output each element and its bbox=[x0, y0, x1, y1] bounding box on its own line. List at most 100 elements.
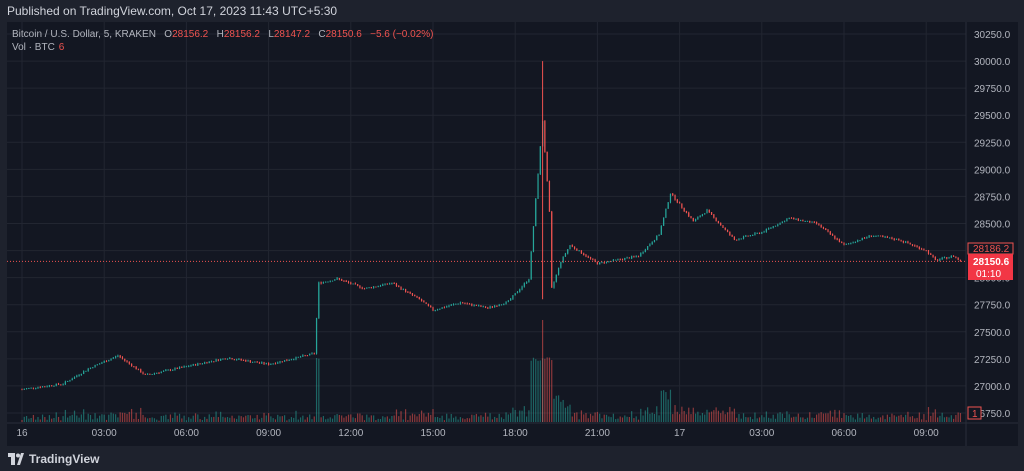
candle-body bbox=[959, 259, 962, 262]
volume-bar bbox=[290, 417, 293, 422]
candle-body bbox=[651, 242, 653, 245]
volume-bar bbox=[793, 416, 795, 422]
volume-legend-row[interactable]: Vol · BTC 6 bbox=[12, 41, 433, 54]
volume-bar bbox=[124, 412, 126, 422]
volume-bar bbox=[784, 418, 786, 422]
candle-body bbox=[398, 286, 400, 288]
price-tick-label: 28500.0 bbox=[974, 220, 1011, 231]
candle-body bbox=[443, 307, 446, 309]
volume-bar bbox=[240, 416, 242, 422]
volume-bar bbox=[715, 407, 717, 422]
candle-body bbox=[341, 279, 343, 281]
volume-bar bbox=[475, 413, 477, 422]
volume-bar bbox=[35, 419, 37, 422]
volume-bar bbox=[831, 416, 834, 422]
footer: TradingView bbox=[0, 446, 1024, 471]
time-axis[interactable]: 16 03:00 06:00 09:00 12:00 15:00 18:00 21:00 17 0… bbox=[16, 428, 939, 439]
volume-bar bbox=[825, 413, 827, 422]
candle-body bbox=[834, 235, 836, 239]
chart-frame[interactable] bbox=[7, 22, 1018, 446]
volume-bar bbox=[914, 418, 916, 422]
candle-body bbox=[480, 305, 482, 307]
volume-bar bbox=[135, 412, 137, 422]
tradingview-logo[interactable]: TradingView bbox=[8, 451, 99, 467]
volume-bar bbox=[21, 419, 23, 422]
volume-bar bbox=[199, 419, 201, 422]
volume-bar bbox=[176, 415, 178, 422]
candle-body bbox=[740, 238, 742, 240]
volume-bar bbox=[489, 413, 491, 422]
candle-body bbox=[553, 281, 555, 288]
candle-body bbox=[466, 303, 468, 305]
candle-body bbox=[633, 256, 635, 258]
volume-bar bbox=[804, 419, 806, 422]
volume-bar bbox=[925, 420, 927, 422]
candle-body bbox=[121, 357, 124, 359]
candle-body bbox=[204, 362, 206, 364]
candle-body bbox=[779, 222, 781, 225]
candle-body bbox=[318, 282, 320, 319]
candle-body bbox=[526, 282, 528, 284]
candle-body bbox=[619, 259, 621, 261]
volume-bar bbox=[23, 416, 25, 422]
volume-bar bbox=[25, 415, 28, 422]
volume-bar bbox=[569, 404, 571, 422]
volume-bar bbox=[245, 415, 247, 422]
symbol-name[interactable]: Bitcoin / U.S. Dollar, 5, KRAKEN bbox=[12, 29, 156, 40]
volume-bar bbox=[647, 407, 649, 422]
tradingview-logo-icon bbox=[8, 453, 24, 465]
volume-bar bbox=[361, 415, 363, 422]
volume-bar bbox=[573, 412, 576, 422]
candle-body bbox=[402, 289, 404, 291]
volume-bar bbox=[526, 416, 528, 422]
candle-body bbox=[133, 366, 135, 368]
candle-body bbox=[448, 305, 450, 307]
low-value: 28147.2 bbox=[273, 29, 311, 40]
candle-body bbox=[382, 284, 384, 286]
volume-bar bbox=[637, 419, 640, 422]
candle-body bbox=[350, 282, 352, 284]
volume-bar bbox=[162, 415, 165, 422]
volume-bar bbox=[939, 415, 941, 422]
volume-bar bbox=[156, 419, 158, 422]
volume-bar bbox=[663, 390, 665, 422]
volume-bar bbox=[697, 411, 699, 422]
volume-bar bbox=[103, 414, 105, 422]
candle-body bbox=[658, 234, 660, 236]
volume-bar bbox=[183, 415, 185, 422]
price-axis[interactable]: 30250.0 30000.0 29750.0 29500.0 29250.0 29000… bbox=[974, 30, 1011, 420]
time-tick-label: 21:00 bbox=[585, 428, 610, 439]
volume-bar bbox=[797, 413, 799, 422]
candle-body bbox=[135, 366, 137, 370]
volume-bar bbox=[521, 410, 523, 422]
candle-body bbox=[434, 309, 436, 311]
candle-body bbox=[320, 282, 322, 284]
candle-body bbox=[347, 281, 350, 283]
volume-bar bbox=[498, 413, 500, 422]
candle-body bbox=[907, 241, 909, 244]
candle-body bbox=[487, 307, 489, 309]
symbol-legend-row[interactable]: Bitcoin / U.S. Dollar, 5, KRAKEN O28156.… bbox=[12, 28, 433, 41]
volume-bar bbox=[539, 360, 541, 422]
candle-body bbox=[921, 248, 923, 250]
volume-bar bbox=[749, 416, 751, 422]
volume-bar bbox=[231, 415, 233, 422]
candle-body bbox=[886, 236, 888, 238]
volume-bar bbox=[140, 407, 142, 422]
candle-body bbox=[857, 240, 859, 243]
candle-body bbox=[459, 302, 461, 304]
candle-body bbox=[334, 279, 336, 281]
volume-bar bbox=[603, 414, 605, 422]
candle-body bbox=[92, 367, 94, 369]
candle-body bbox=[268, 363, 270, 365]
candle-body bbox=[245, 360, 247, 362]
volume-bar bbox=[514, 409, 516, 422]
candle-body bbox=[162, 370, 165, 372]
candle-body bbox=[617, 259, 619, 261]
volume-bar bbox=[137, 418, 140, 422]
volume-bar bbox=[215, 411, 217, 422]
candle-body bbox=[315, 318, 318, 354]
candle-body bbox=[386, 283, 388, 285]
candle-body bbox=[793, 217, 795, 220]
